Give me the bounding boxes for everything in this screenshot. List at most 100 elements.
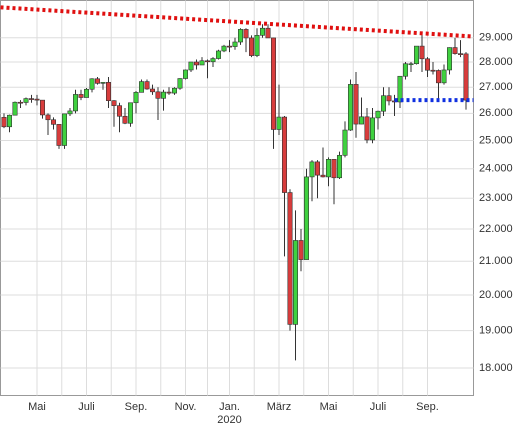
candle-body: [358, 116, 364, 125]
candle-body: [353, 84, 359, 125]
x-tick-label: Mai: [320, 401, 338, 413]
candle-body: [221, 45, 227, 52]
candle-body: [177, 78, 183, 89]
candle-body: [61, 113, 67, 146]
x-tick-label: Juli: [78, 401, 95, 413]
y-tick-label: 19.000: [479, 324, 513, 336]
y-tick-label: 29.000: [479, 32, 513, 44]
y-tick-label: 27.000: [479, 81, 513, 93]
candle-body: [106, 82, 112, 101]
candle-body: [386, 95, 392, 102]
candle-body: [314, 161, 320, 176]
candle-body: [122, 115, 128, 124]
candle-body: [452, 47, 458, 54]
candle-body: [375, 110, 381, 119]
y-tick-label: 22.000: [479, 223, 513, 235]
candle-body: [111, 100, 117, 106]
candle-body: [161, 91, 167, 99]
candle-body: [430, 69, 436, 72]
candle-body: [249, 37, 255, 56]
candle-body: [259, 27, 265, 36]
candle-body: [380, 95, 386, 112]
candle-body: [1, 117, 7, 128]
candle-body: [463, 53, 469, 101]
y-tick-label: 28.000: [479, 56, 513, 68]
candle-body: [172, 87, 178, 94]
x-tick-label: Sep.: [125, 401, 148, 413]
candle-body: [281, 116, 287, 193]
candle-body: [243, 29, 249, 39]
candle-body: [183, 69, 189, 79]
candle-body: [309, 161, 315, 178]
x-tick-label: März: [267, 401, 291, 413]
x-tick-label: Mai: [28, 401, 46, 413]
y-tick-label: 20.000: [479, 289, 513, 301]
candle-body: [34, 98, 40, 101]
candle-body: [446, 47, 452, 71]
y-tick-label: 18.000: [479, 362, 513, 374]
candle-body: [325, 159, 331, 178]
candle-body: [84, 88, 90, 98]
candle-body: [413, 45, 419, 65]
candle-body: [50, 119, 56, 125]
x-tick-label: Jan.: [219, 401, 240, 413]
candle-body: [320, 174, 326, 178]
candle-body: [276, 116, 282, 130]
candle-body: [95, 78, 101, 84]
candle-body: [12, 101, 18, 116]
candle-body: [397, 75, 403, 103]
candle-body: [424, 58, 430, 71]
candle-body: [402, 63, 408, 77]
trend-line: [0, 5, 474, 39]
candle-body: [419, 45, 425, 60]
candle-body: [238, 29, 244, 43]
candle-body: [194, 61, 200, 66]
candle-body: [199, 60, 205, 66]
candle-body: [73, 94, 79, 112]
candle-body: [369, 117, 375, 141]
candle-body: [303, 176, 309, 260]
candle-body: [56, 124, 62, 146]
year-label: 2020: [217, 414, 241, 426]
candle-body: [227, 45, 233, 48]
candle-body: [298, 240, 304, 260]
x-tick-label: Sep.: [416, 401, 439, 413]
candle-body: [331, 159, 337, 179]
candle-body: [67, 110, 73, 115]
y-tick-label: 24.000: [479, 163, 513, 175]
candle-body: [128, 102, 134, 124]
candle-body: [270, 37, 276, 130]
y-tick-label: 25.000: [479, 134, 513, 146]
candle-body: [292, 240, 298, 325]
candle-body: [408, 63, 414, 66]
candle-body: [144, 81, 150, 90]
candle-body: [155, 91, 161, 99]
candle-body: [45, 114, 51, 121]
y-tick-label: 26.000: [479, 107, 513, 119]
candle-body: [254, 35, 260, 56]
candle-body: [78, 94, 84, 98]
candle-body: [166, 91, 172, 94]
candle-body: [457, 53, 463, 55]
candle-body: [117, 105, 123, 117]
candle-body: [23, 98, 29, 103]
candle-body: [39, 99, 45, 116]
candle-body: [133, 92, 139, 104]
candle-body: [17, 101, 23, 104]
candle-body: [265, 27, 271, 39]
y-tick-label: 23.000: [479, 192, 513, 204]
candle-body: [287, 192, 293, 325]
candle-body: [210, 58, 216, 63]
candle-body: [435, 70, 441, 84]
candle-body: [89, 78, 95, 90]
candle-body: [232, 41, 238, 47]
candle-body: [139, 81, 145, 93]
candle-body: [347, 84, 353, 131]
candle-body: [336, 155, 342, 179]
x-tick-label: Nov.: [175, 401, 197, 413]
candle-body: [7, 114, 13, 128]
x-tick-label: Juli: [370, 401, 387, 413]
candle-body: [188, 61, 194, 71]
candle-body: [216, 50, 222, 59]
